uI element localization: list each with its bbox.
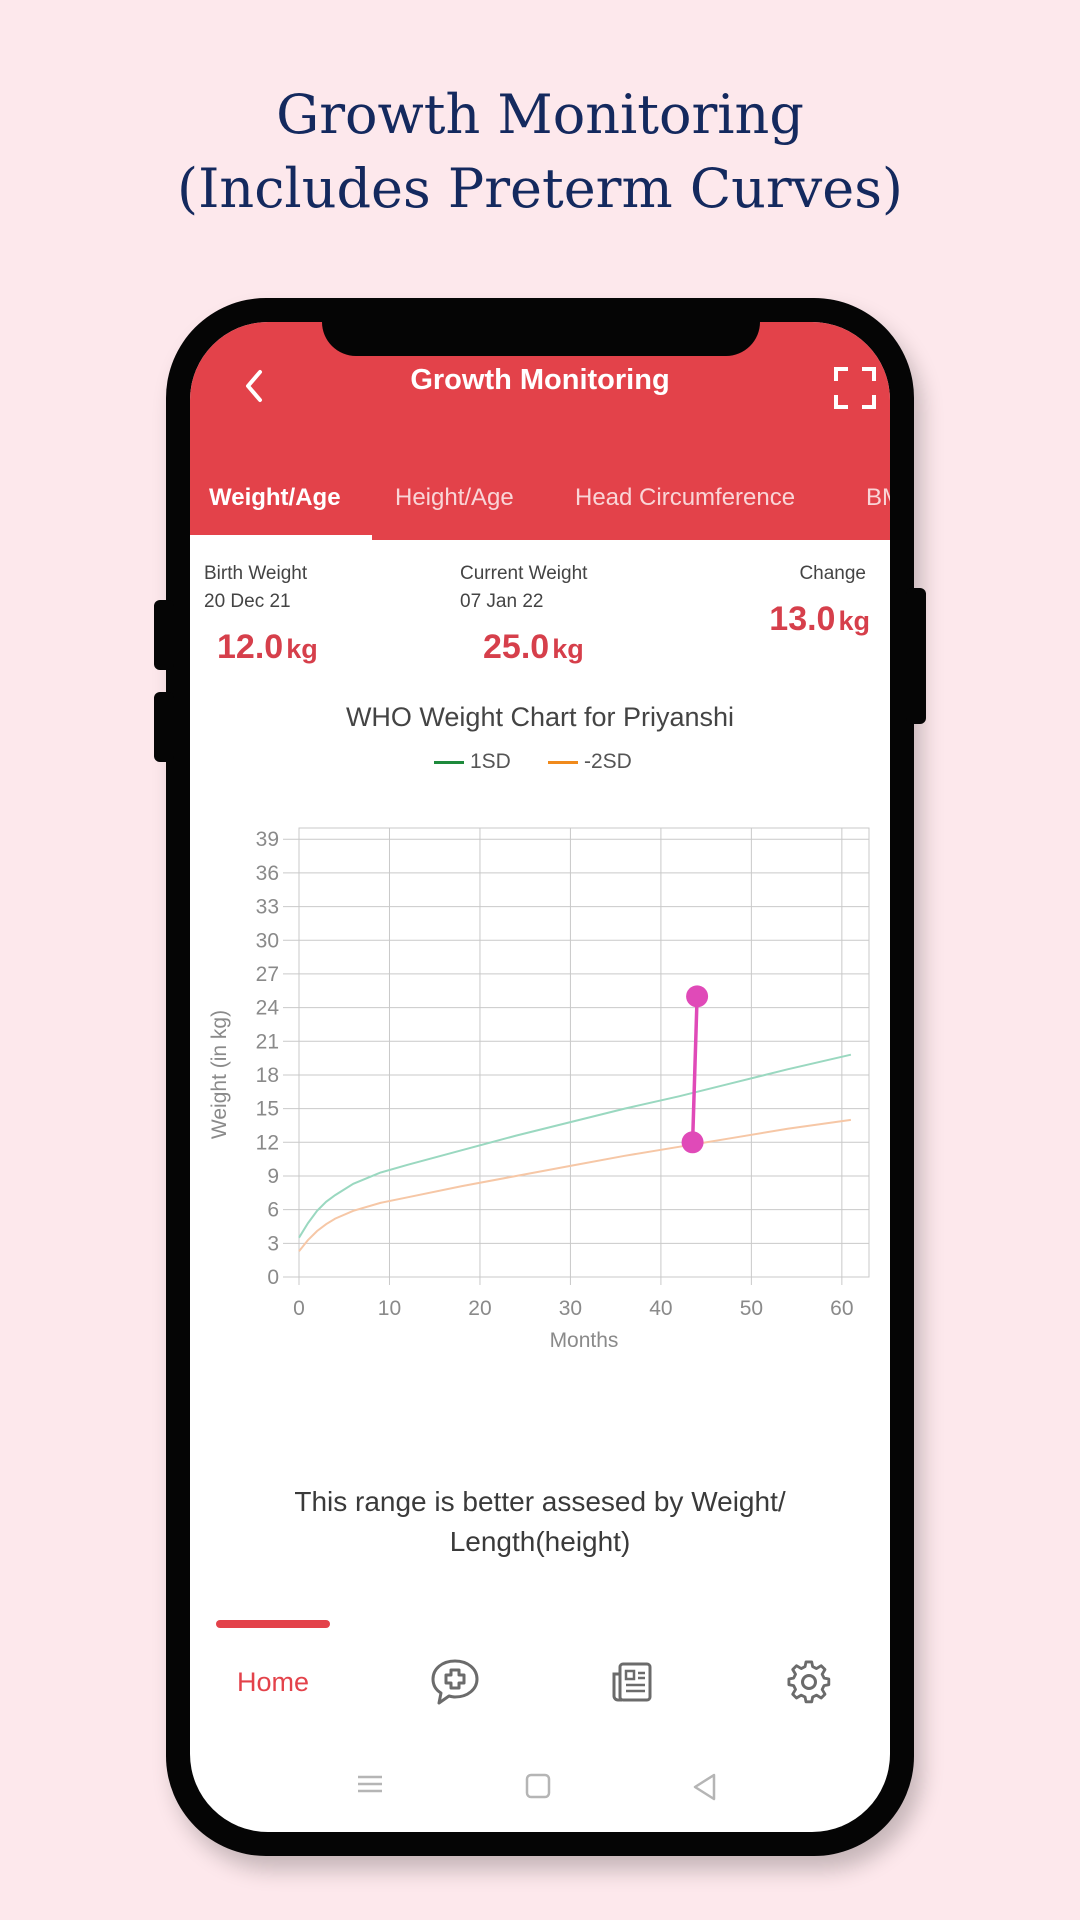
tab-bmi[interactable]: BM (866, 484, 890, 511)
headline-line-2: (Includes Preterm Curves) (177, 157, 903, 220)
tab-height-age[interactable]: Height/Age (395, 484, 514, 511)
tab-bar: Weight/Age Height/Age Head Circumference… (190, 472, 890, 540)
y-tick-label: 27 (256, 963, 279, 986)
birth-weight-value: 12.0 kg (217, 628, 318, 667)
measurement-point (686, 985, 709, 1008)
tab-head-circumference[interactable]: Head Circumference (575, 484, 796, 511)
change-value: 13.0 kg (700, 600, 870, 639)
change-number: 13.0 (769, 600, 836, 638)
tab-weight-age[interactable]: Weight/Age (209, 484, 341, 511)
birth-weight-unit: kg (286, 634, 318, 664)
x-tick-label: 40 (649, 1297, 672, 1320)
current-weight-label: Current Weight 07 Jan 22 (460, 560, 587, 616)
y-tick-label: 15 (256, 1098, 279, 1121)
y-tick-label: 30 (256, 929, 279, 952)
birth-weight-label: Birth Weight 20 Dec 21 (204, 560, 307, 616)
x-axis-label: Months (550, 1329, 619, 1352)
legend-item-1sd: 1SD (434, 747, 511, 777)
current-weight-unit: kg (552, 634, 584, 664)
y-tick-label: 0 (267, 1266, 279, 1289)
x-tick-label: 20 (468, 1297, 491, 1320)
nav-home[interactable]: Home (216, 1652, 330, 1712)
current-weight-title: Current Weight (460, 563, 588, 584)
app-bar: Growth Monitoring Weight/Age Height/Age … (190, 322, 890, 540)
promo-headline: Growth Monitoring (Includes Preterm Curv… (0, 78, 1080, 226)
x-tick-label: 10 (378, 1297, 401, 1320)
change-unit: kg (838, 606, 870, 636)
y-tick-label: 24 (256, 997, 280, 1020)
birth-weight-title: Birth Weight (204, 563, 308, 584)
chat-medical-icon (431, 1659, 479, 1705)
current-weight-number: 25.0 (483, 628, 550, 666)
legend-label-minus-2sd: -2SD (584, 750, 632, 773)
legend-swatch-1sd (434, 760, 464, 764)
newspaper-icon (612, 1662, 652, 1702)
x-tick-label: 30 (559, 1297, 582, 1320)
y-tick-label: 12 (256, 1131, 279, 1154)
y-tick-label: 6 (267, 1199, 279, 1222)
y-axis-label: Weight (in kg) (208, 1010, 231, 1139)
legend-swatch-minus-2sd (548, 760, 578, 764)
change-label: Change (730, 560, 866, 588)
phone-notch (322, 322, 760, 356)
series-line-1sd (298, 1053, 852, 1239)
chevron-left-icon (246, 370, 262, 402)
series-line-child-weight (690, 996, 699, 1143)
x-tick-label: 0 (293, 1297, 305, 1320)
birth-weight-date: 20 Dec 21 (204, 591, 291, 612)
phone-volume-down-button (154, 692, 174, 762)
headline-line-1: Growth Monitoring (276, 83, 804, 146)
measurement-point (681, 1131, 704, 1154)
nav-articles[interactable] (602, 1652, 662, 1712)
current-weight-value: 25.0 kg (483, 628, 584, 667)
legend-label-1sd: 1SD (470, 750, 511, 773)
gear-icon (787, 1660, 831, 1704)
phone-volume-up-button (154, 600, 174, 670)
change-title: Change (799, 563, 866, 584)
nav-active-indicator (216, 1620, 330, 1628)
nav-home-label: Home (236, 1666, 310, 1697)
active-tab-indicator (190, 535, 372, 540)
fullscreen-icon[interactable] (834, 367, 876, 409)
phone-power-button (906, 588, 926, 724)
nav-settings[interactable] (779, 1652, 839, 1712)
birth-weight-number: 12.0 (217, 628, 284, 666)
app-title: Growth Monitoring (410, 364, 670, 396)
y-tick-label: 3 (267, 1232, 279, 1255)
back-triangle-icon[interactable] (690, 1772, 720, 1802)
legend-item-minus-2sd: -2SD (548, 747, 632, 777)
assessment-note: This range is better assesed by Weight/ … (294, 1486, 786, 1557)
home-square-icon[interactable] (523, 1772, 553, 1800)
chart-legend: 1SD -2SD (190, 747, 890, 777)
x-tick-label: 50 (740, 1297, 763, 1320)
y-tick-label: 33 (256, 896, 279, 919)
x-tick-label: 60 (830, 1297, 853, 1320)
y-tick-label: 9 (267, 1165, 279, 1188)
menu-icon[interactable] (355, 1772, 385, 1796)
y-tick-label: 21 (256, 1030, 279, 1053)
current-weight-date: 07 Jan 22 (460, 591, 544, 612)
y-tick-label: 39 (256, 828, 279, 851)
y-tick-label: 18 (256, 1064, 279, 1087)
chart-title: WHO Weight Chart for Priyanshi (345, 702, 735, 732)
phone-screen: Growth Monitoring Weight/Age Height/Age … (190, 322, 890, 1832)
nav-consult[interactable] (425, 1652, 485, 1712)
back-button[interactable] (232, 364, 276, 408)
y-tick-label: 36 (256, 862, 279, 885)
series-line-2sd (298, 1118, 852, 1252)
